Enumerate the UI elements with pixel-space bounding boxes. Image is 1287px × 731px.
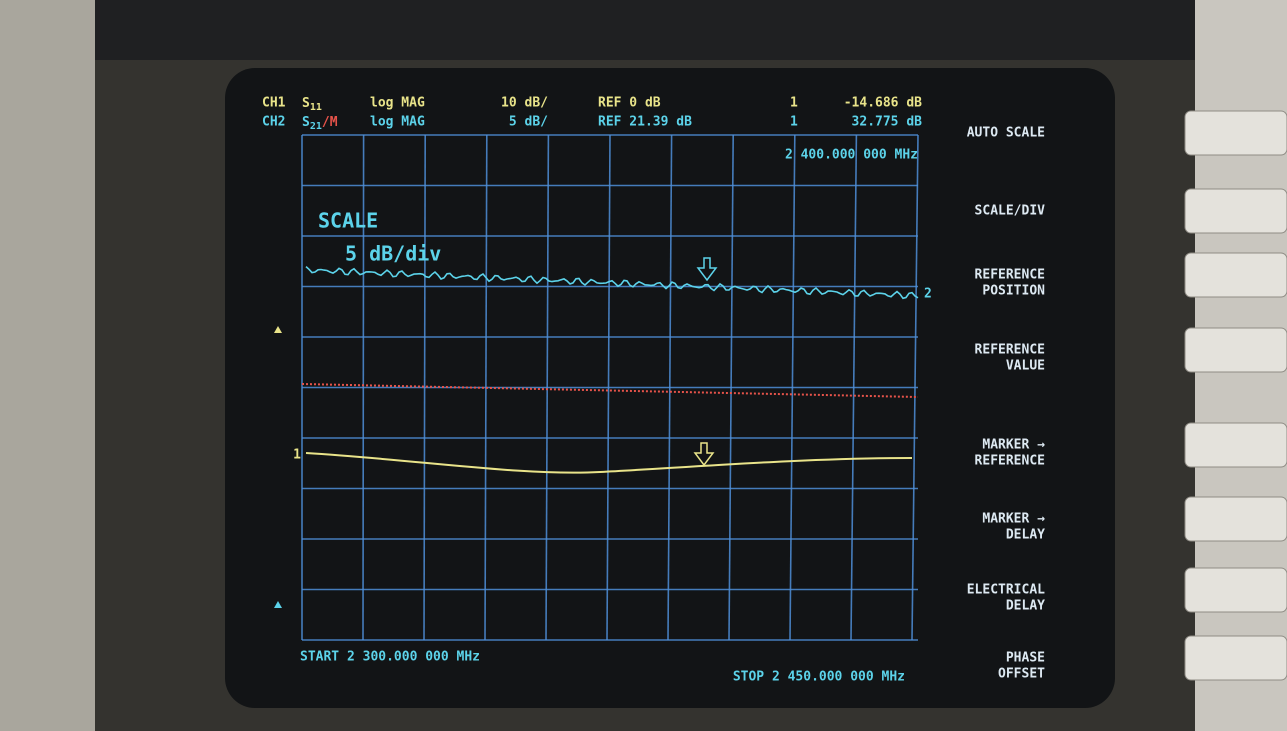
softkey-button[interactable] <box>1185 189 1287 233</box>
marker-value: -14.686 dB <box>844 96 922 111</box>
parameter-sub: 21 <box>310 121 322 132</box>
left-bezel <box>0 0 95 731</box>
softkey-label: VALUE <box>1006 359 1045 374</box>
instrument-screen: CH1 S11 log MAG 10 dB/ REF 0 dB 1 -14.68… <box>0 0 1287 731</box>
softkey-label: DELAY <box>1006 528 1045 543</box>
softkey-label: AUTO SCALE <box>967 126 1045 141</box>
parameter-name: S <box>302 115 310 130</box>
softkey-button[interactable] <box>1185 111 1287 155</box>
softkey-button[interactable] <box>1185 497 1287 541</box>
softkey-button[interactable] <box>1185 636 1287 680</box>
channel: CH2 <box>262 115 285 130</box>
start-frequency: START 2 300.000 000 MHz <box>300 650 480 665</box>
channel: CH1 <box>262 96 286 111</box>
parameter-sub: 11 <box>310 102 322 113</box>
reference: REF 0 dB <box>598 96 661 111</box>
parameter-name: S <box>302 96 310 111</box>
format: log MAG <box>370 96 425 111</box>
softkey-label: REFERENCE <box>975 343 1045 358</box>
reference: REF 21.39 dB <box>598 115 692 130</box>
trace-label: 2 <box>924 287 932 302</box>
marker-value: 32.775 dB <box>852 115 923 130</box>
softkey-label: MARKER → <box>982 438 1045 453</box>
softkey-label: REFERENCE <box>975 268 1045 283</box>
softkey-label: DELAY <box>1006 599 1045 614</box>
softkey-label: POSITION <box>982 284 1045 299</box>
format: log MAG <box>370 115 425 130</box>
trace-label: 1 <box>293 448 301 463</box>
softkey-button[interactable] <box>1185 423 1287 467</box>
annotation-title: SCALE <box>318 209 378 233</box>
marker-number: 1 <box>790 115 798 130</box>
scale: 10 dB/ <box>501 96 548 111</box>
top-frame <box>95 0 1195 60</box>
softkey-label: PHASE <box>1006 651 1045 666</box>
softkey-label: REFERENCE <box>975 454 1045 469</box>
softkey-button[interactable] <box>1185 253 1287 297</box>
marker-frequency: 2 400.000 000 MHz <box>785 148 918 163</box>
softkey-label: SCALE/DIV <box>975 204 1046 219</box>
parameter-suffix: /M <box>322 115 338 130</box>
softkey-label: ELECTRICAL <box>967 583 1045 598</box>
scale: 5 dB/ <box>509 115 548 130</box>
softkey-label: OFFSET <box>998 667 1045 682</box>
softkey-button[interactable] <box>1185 568 1287 612</box>
softkey-button[interactable] <box>1185 328 1287 372</box>
annotation-value: 5 dB/div <box>345 242 441 266</box>
softkey-label: MARKER → <box>982 512 1045 527</box>
stop-frequency: STOP 2 450.000 000 MHz <box>733 670 905 685</box>
marker-number: 1 <box>790 96 798 111</box>
